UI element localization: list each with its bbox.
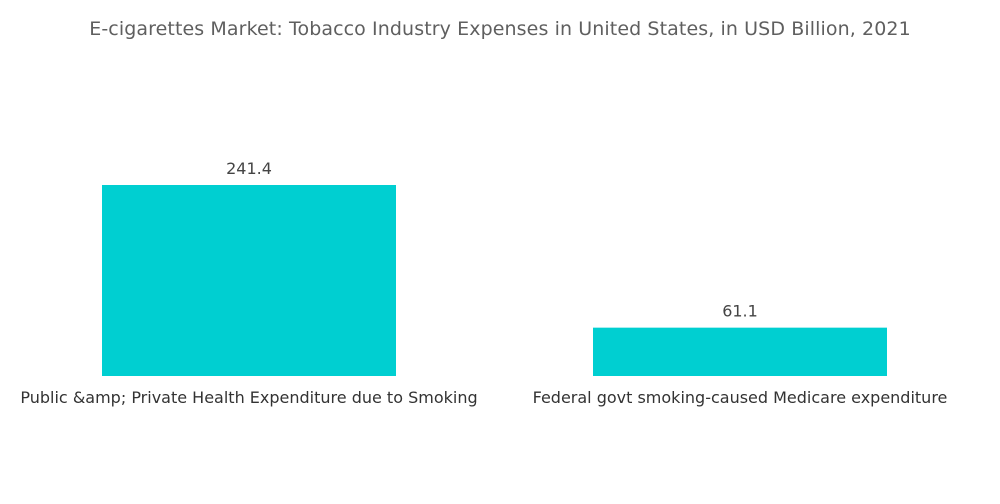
value-label-1: 241.4 (226, 159, 272, 178)
value-label-2: 61.1 (722, 302, 758, 321)
category-labels-layer: Public &amp; Private Health Expenditure … (20, 388, 947, 407)
value-labels-layer: 241.4 61.1 (226, 159, 758, 321)
chart-title: E-cigarettes Market: Tobacco Industry Ex… (89, 18, 911, 40)
category-label-2: Federal govt smoking-caused Medicare exp… (533, 388, 948, 407)
bar-1 (102, 185, 396, 376)
bars-layer (102, 185, 887, 376)
category-label-1: Public &amp; Private Health Expenditure … (20, 388, 477, 407)
bar-2 (593, 327, 887, 376)
